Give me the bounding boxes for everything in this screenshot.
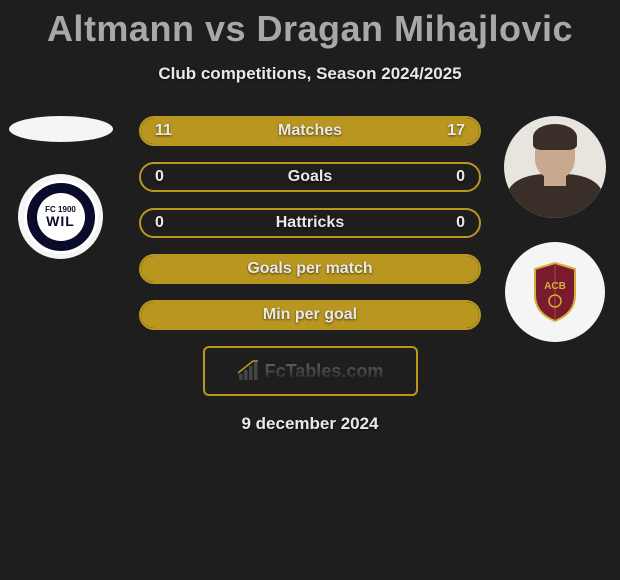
brand-text: FcTables.com bbox=[265, 361, 384, 382]
player1-column: FC 1900 WIL bbox=[8, 116, 113, 259]
player1-club-badge: FC 1900 WIL bbox=[18, 174, 103, 259]
brand-link[interactable]: FcTables.com bbox=[203, 346, 418, 396]
stat-row-hattricks: 0 Hattricks 0 bbox=[139, 208, 481, 238]
date-label: 9 december 2024 bbox=[0, 414, 620, 434]
stat-row-matches: 11 Matches 17 bbox=[139, 116, 481, 146]
stat-label: Goals per match bbox=[141, 260, 479, 278]
club1-name: WIL bbox=[45, 214, 76, 228]
subtitle: Club competitions, Season 2024/2025 bbox=[0, 64, 620, 84]
stat-value-right: 0 bbox=[456, 214, 465, 232]
player2-avatar bbox=[504, 116, 606, 218]
player1-avatar bbox=[9, 116, 113, 142]
stat-label: Min per goal bbox=[141, 306, 479, 324]
stat-row-goals: 0 Goals 0 bbox=[139, 162, 481, 192]
page-title: Altmann vs Dragan Mihajlovic bbox=[0, 0, 620, 50]
brand-chart-icon bbox=[237, 360, 261, 382]
stat-value-right: 17 bbox=[447, 122, 465, 140]
stat-label: Matches bbox=[141, 122, 479, 140]
stat-label: Goals bbox=[141, 168, 479, 186]
stat-value-right: 0 bbox=[456, 168, 465, 186]
stat-row-gpm: Goals per match bbox=[139, 254, 481, 284]
player2-club-badge: ACB bbox=[505, 242, 605, 342]
stat-row-mpg: Min per goal bbox=[139, 300, 481, 330]
comparison-panel: FC 1900 WIL ACB bbox=[0, 116, 620, 434]
stats-bars: 11 Matches 17 0 Goals 0 0 Hattricks 0 Go… bbox=[139, 116, 481, 330]
svg-text:ACB: ACB bbox=[544, 281, 566, 292]
stat-label: Hattricks bbox=[141, 214, 479, 232]
player2-column: ACB bbox=[500, 116, 610, 342]
